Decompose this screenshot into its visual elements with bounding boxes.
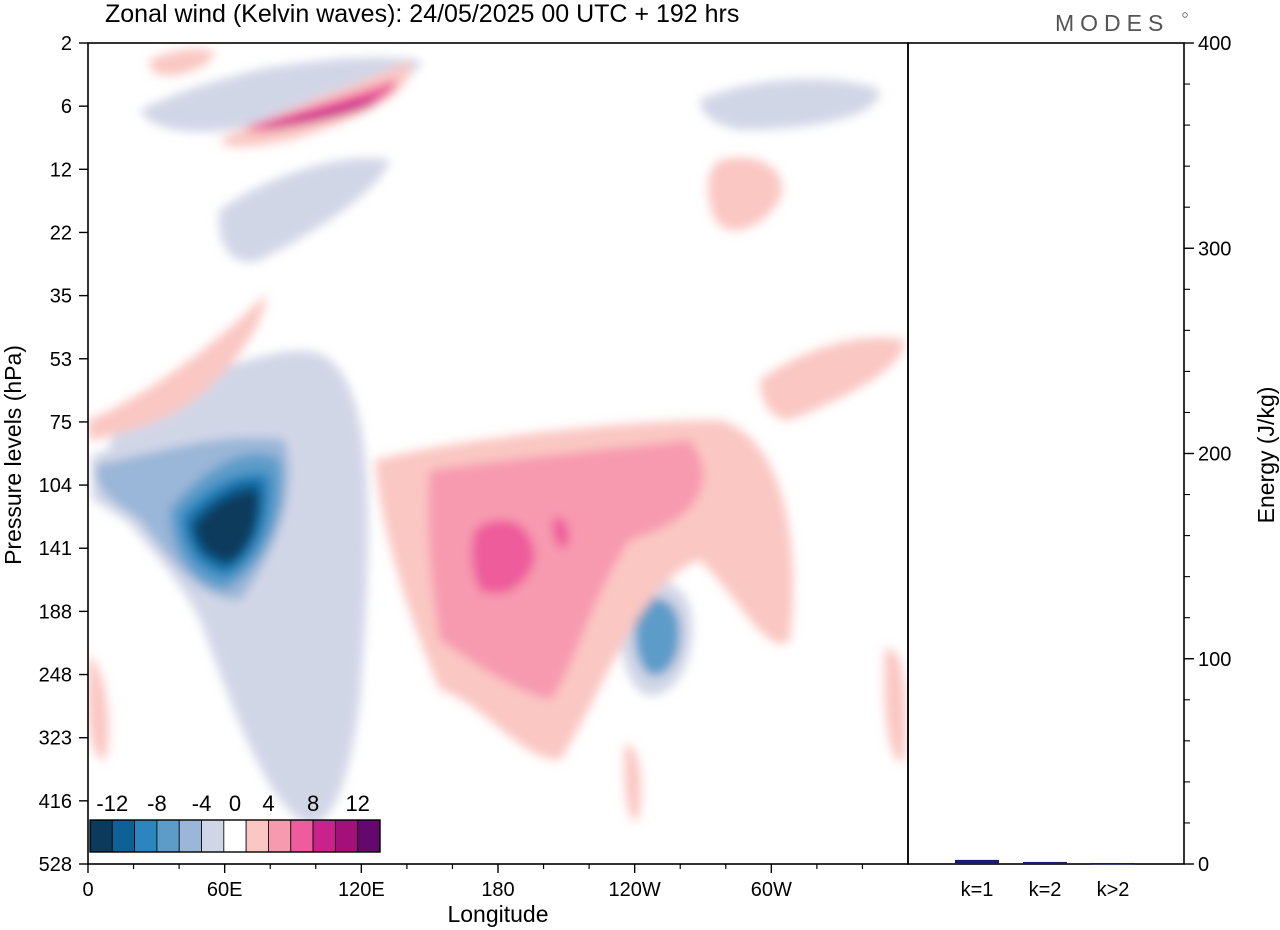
- colorbar: -12 -8 -4 0 4 8 12: [89, 791, 381, 853]
- y-axis: 2 6 12 22 35 53 75 104 141 188 248 323 416 528: [39, 33, 88, 876]
- colorbar-label: 8: [307, 791, 319, 816]
- positive-wind-region: [262, 96, 380, 128]
- colorbar-swatch: [111, 819, 136, 853]
- x-tick-label: 180: [481, 879, 514, 901]
- y-tick-label: 35: [50, 286, 72, 308]
- x-axis: 0 60E 120E 180 120W 60W: [82, 864, 864, 901]
- positive-wind-region: [708, 157, 782, 231]
- energy-bar: [1023, 861, 1067, 864]
- y-tick-label: 104: [39, 475, 72, 497]
- wavenumber-label: k=1: [961, 879, 994, 901]
- y-tick-label: 6: [61, 96, 72, 118]
- colorbar-swatch: [334, 819, 359, 853]
- energy-tick-label: 300: [1198, 238, 1231, 260]
- positive-wind-region: [624, 744, 642, 821]
- negative-wind-region: [140, 57, 421, 132]
- positive-wind-region: [88, 655, 109, 760]
- x-tick-label: 60W: [751, 879, 792, 901]
- energy-tick-label: 400: [1198, 33, 1231, 55]
- y-tick-label: 75: [50, 412, 72, 434]
- y-tick-label: 141: [39, 538, 72, 560]
- modes-logo: MODES: [1055, 10, 1169, 36]
- colorbar-swatch: [245, 819, 269, 853]
- colorbar-label: -8: [147, 791, 167, 816]
- colorbar-swatch: [201, 819, 225, 853]
- y-tick-label: 2: [61, 33, 72, 55]
- colorbar-label: 0: [229, 791, 241, 816]
- positive-wind-region: [428, 440, 704, 700]
- bar-panel-frame: [907, 42, 1185, 865]
- colorbar-swatch: [89, 819, 113, 853]
- wavenumber-label: k=2: [1029, 879, 1062, 901]
- energy-tick-label: 100: [1198, 649, 1231, 671]
- colorbar-swatch: [268, 819, 292, 853]
- colorbar-swatch: [312, 819, 336, 853]
- y-axis-label: Pressure levels (hPa): [0, 345, 26, 565]
- positive-wind-region: [552, 517, 569, 549]
- negative-wind-region: [195, 491, 259, 562]
- positive-wind-region: [884, 648, 906, 762]
- colorbar-swatch: [223, 819, 247, 853]
- x-axis-label: Longitude: [447, 901, 548, 927]
- chart-title: Zonal wind (Kelvin waves): 24/05/2025 00…: [105, 0, 739, 28]
- energy-axis-label: Energy (J/kg): [1253, 387, 1279, 524]
- positive-wind-region: [245, 80, 396, 132]
- y-tick-label: 323: [39, 728, 72, 750]
- colorbar-swatch: [290, 819, 314, 853]
- y-tick-label: 416: [39, 791, 72, 813]
- colorbar-label: 4: [262, 791, 274, 816]
- y-tick-label: 22: [50, 222, 72, 244]
- energy-bar-panel: 0 100 200 300 400 k=1 k=2 k>2 Energy (J/kg): [907, 33, 1279, 901]
- positive-wind-region: [760, 337, 905, 420]
- negative-wind-region: [219, 158, 390, 262]
- heatmap-panel: [87, 42, 909, 865]
- energy-tick-label: 200: [1198, 444, 1231, 466]
- colorbar-swatch: [357, 819, 381, 853]
- negative-wind-region: [634, 598, 681, 676]
- colorbar-label: -4: [192, 791, 212, 816]
- wavenumber-axis: k=1 k=2 k>2: [961, 879, 1130, 901]
- colorbar-frame: [89, 819, 381, 853]
- positive-wind-region: [88, 295, 266, 440]
- y-tick-label: 53: [50, 349, 72, 371]
- wavenumber-label: k>2: [1097, 879, 1130, 901]
- colorbar-swatch: [156, 819, 180, 853]
- y-tick-label: 12: [50, 159, 72, 181]
- energy-axis: 0 100 200 300 400: [1184, 33, 1231, 876]
- x-tick-label: 0: [82, 879, 93, 901]
- colorbar-swatch: [178, 819, 202, 853]
- x-tick-label: 120E: [338, 879, 385, 901]
- energy-bar: [1091, 862, 1135, 865]
- x-tick-label: 60E: [207, 879, 243, 901]
- energy-bar: [955, 859, 999, 864]
- colorbar-label: -12: [96, 791, 128, 816]
- negative-wind-region: [700, 79, 880, 130]
- y-tick-label: 248: [39, 665, 72, 687]
- colorbar-swatch: [134, 819, 158, 853]
- positive-wind-region: [471, 520, 535, 594]
- colorbar-label: 12: [345, 791, 369, 816]
- negative-wind-region: [200, 64, 330, 103]
- x-tick-label: 120W: [609, 879, 661, 901]
- registered-mark-icon: [1182, 12, 1188, 18]
- y-tick-label: 528: [39, 854, 72, 876]
- y-tick-label: 188: [39, 601, 72, 623]
- positive-wind-region: [149, 48, 215, 76]
- energy-tick-label: 0: [1198, 854, 1209, 876]
